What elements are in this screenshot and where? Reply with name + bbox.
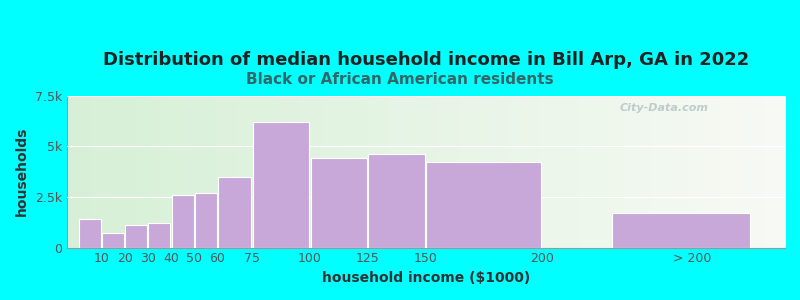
Text: City-Data.com: City-Data.com (620, 103, 709, 113)
Title: Distribution of median household income in Bill Arp, GA in 2022: Distribution of median household income … (102, 51, 749, 69)
Bar (79, 219, 101, 247)
Text: Black or African American residents: Black or African American residents (246, 72, 554, 87)
Bar (102, 233, 124, 248)
Bar (218, 177, 251, 248)
Bar (194, 193, 217, 248)
Bar (125, 225, 147, 248)
Bar (310, 158, 367, 248)
Bar (148, 223, 170, 247)
Bar (253, 122, 310, 248)
Bar (612, 213, 750, 248)
Bar (369, 154, 426, 248)
Bar (171, 195, 194, 247)
Y-axis label: households: households (15, 127, 29, 216)
X-axis label: household income ($1000): household income ($1000) (322, 271, 530, 285)
Bar (426, 162, 541, 248)
